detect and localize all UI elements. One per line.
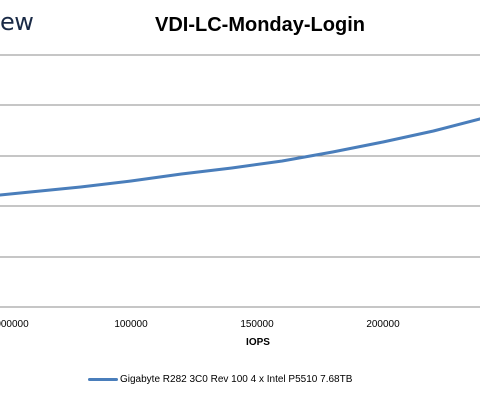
series-layer [0, 117, 480, 197]
legend-label: Gigabyte R282 3C0 Rev 100 4 x Intel P551… [120, 374, 353, 385]
x-tick-labels: 000000 100000 150000 200000 [0, 319, 400, 330]
gridlines [0, 54, 480, 308]
x-tick-label: 100000 [114, 319, 148, 330]
logo-text: ew [0, 8, 34, 36]
legend-swatch [88, 378, 118, 381]
x-tick-label: 150000 [240, 319, 274, 330]
x-tick-label: 000000 [0, 319, 29, 330]
chart-title: VDI-LC-Monday-Login [155, 14, 365, 36]
x-tick-label: 200000 [366, 319, 400, 330]
series-line-0 [0, 117, 480, 197]
legend: Gigabyte R282 3C0 Rev 100 4 x Intel P551… [88, 374, 352, 385]
x-axis-label: IOPS [246, 337, 270, 348]
